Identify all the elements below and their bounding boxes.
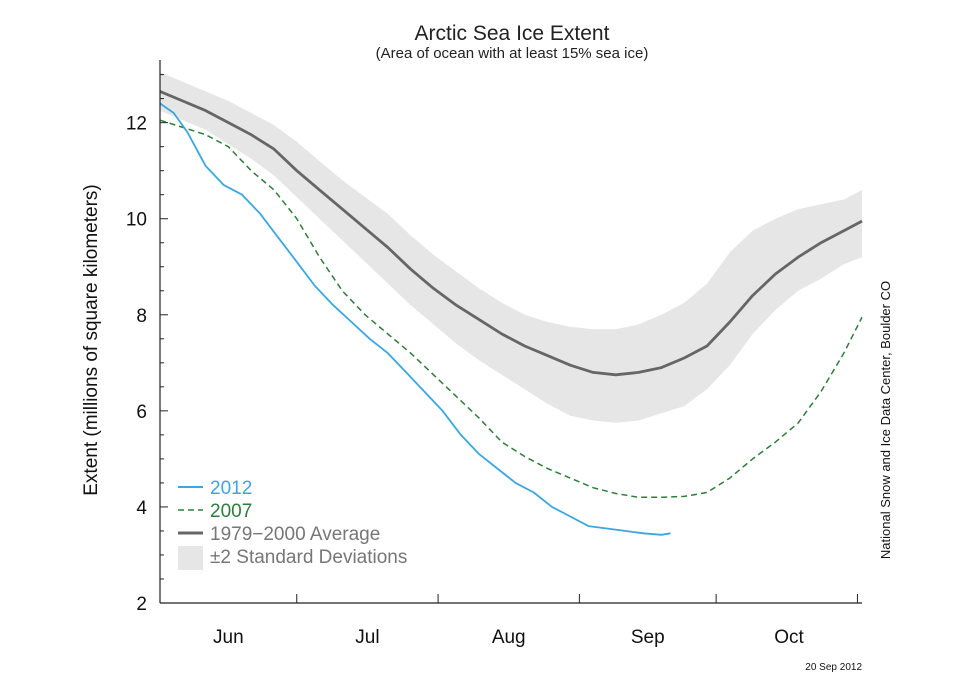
x-tick-label: Oct [774,627,804,648]
legend-label-2007: 2007 [210,501,252,522]
axes-layer [159,60,862,604]
y-tick-label: 8 [136,306,147,327]
y-axis-label: Extent (millions of square kilometers) [81,184,102,496]
series-2012-line [159,102,671,536]
legend-swatch-std-dev [178,546,203,570]
legend-label-std-dev: ±2 Standard Deviations [210,547,407,568]
y-tick-label: 2 [136,594,147,615]
series-2007-line [159,119,863,499]
x-tick-label: Sep [631,627,665,648]
series-layer [159,90,863,536]
std-dev-band [160,72,862,423]
y-tick-label: 10 [126,210,147,231]
legend-label-average: 1979−2000 Average [210,524,380,545]
legend: 2012 2007 1979−2000 Average ±2 Standard … [178,478,407,570]
y-tick-label: 6 [136,402,147,423]
credit-label: National Snow and Ice Data Center, Bould… [878,281,893,559]
legend-label-2012: 2012 [210,478,252,499]
series-average-line [159,90,863,377]
x-tick-label: Jul [355,627,379,648]
x-tick-layer: Jun Jul Aug Sep Oct [213,594,858,648]
chart-subtitle: (Area of ocean with at least 15% sea ice… [376,45,649,62]
y-tick-layer: 2 4 6 8 10 12 [126,74,168,615]
date-label: 20 Sep 2012 [805,662,862,673]
std-dev-band-layer [160,72,862,423]
y-tick-label: 12 [126,114,147,135]
chart-title: Arctic Sea Ice Extent [415,22,610,45]
x-tick-label: Aug [492,627,526,648]
y-tick-label: 4 [136,498,147,519]
x-tick-label: Jun [213,627,244,648]
